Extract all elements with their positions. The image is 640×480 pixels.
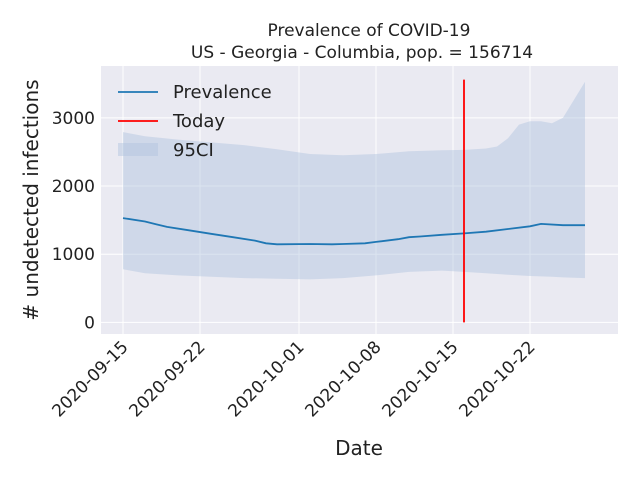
y-tick-label: 3000 <box>52 109 95 129</box>
y-tick-label: 0 <box>84 313 95 333</box>
legend-ci-label: 95CI <box>173 140 214 161</box>
legend-today-label: Today <box>172 111 225 132</box>
x-axis-label: Date <box>335 436 383 460</box>
legend-ci-swatch <box>118 143 158 156</box>
chart-title: Prevalence of COVID-19 <box>268 21 471 41</box>
x-tick-label: 2020-09-15 <box>49 337 133 421</box>
x-tick-label: 2020-10-15 <box>379 337 463 421</box>
y-tick-label: 1000 <box>52 245 95 265</box>
prevalence-line <box>122 217 585 246</box>
chart-subtitle: US - Georgia - Columbia, pop. = 156714 <box>191 43 533 63</box>
legend-prevalence-label: Prevalence <box>173 82 272 103</box>
x-tick-label: 2020-09-22 <box>126 337 210 421</box>
x-tick-label: 2020-10-22 <box>456 337 540 421</box>
y-axis-label: # undetected infections <box>19 79 43 320</box>
grid-lines <box>101 66 618 334</box>
plot-area <box>101 66 618 334</box>
y-tick-label: 2000 <box>52 177 95 197</box>
y-axis-ticks: 0 1000 2000 3000 <box>52 109 95 334</box>
x-tick-label: 2020-10-01 <box>225 337 309 421</box>
ci-band <box>123 81 585 280</box>
x-tick-label: 2020-10-08 <box>302 337 386 421</box>
legend: Prevalence Today 95CI <box>118 82 272 161</box>
